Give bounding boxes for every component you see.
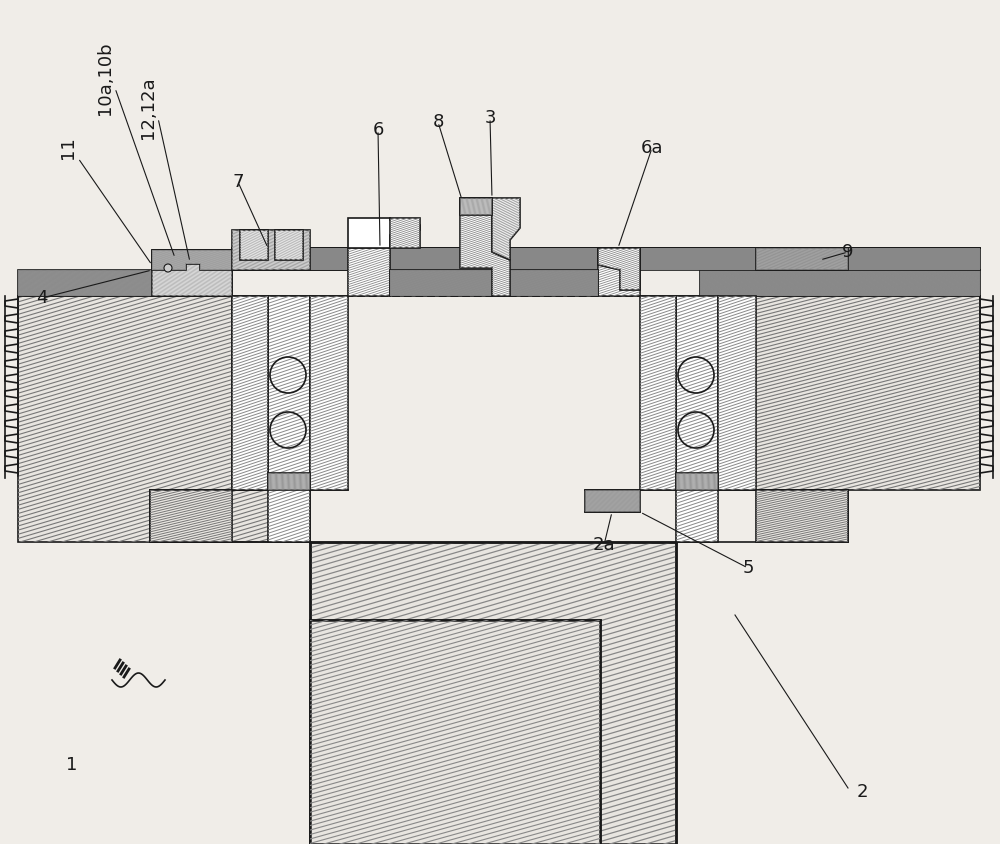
Polygon shape	[676, 296, 718, 542]
Polygon shape	[348, 248, 390, 296]
Polygon shape	[390, 270, 598, 296]
Polygon shape	[152, 250, 232, 296]
Polygon shape	[700, 270, 980, 296]
Text: 2: 2	[856, 783, 868, 801]
Polygon shape	[240, 230, 268, 260]
Polygon shape	[756, 490, 848, 542]
Polygon shape	[700, 296, 980, 490]
Text: 9: 9	[842, 243, 854, 261]
Polygon shape	[585, 490, 640, 512]
Polygon shape	[310, 542, 676, 844]
Polygon shape	[232, 296, 268, 490]
Polygon shape	[460, 198, 492, 215]
Circle shape	[164, 264, 172, 272]
Polygon shape	[598, 248, 640, 290]
Text: 8: 8	[432, 113, 444, 131]
Polygon shape	[390, 218, 420, 248]
Polygon shape	[232, 230, 310, 270]
Polygon shape	[718, 296, 756, 490]
Text: 7: 7	[232, 173, 244, 191]
Polygon shape	[18, 270, 232, 296]
Polygon shape	[348, 218, 420, 248]
Text: 10a,10b: 10a,10b	[96, 41, 114, 115]
Polygon shape	[598, 248, 640, 296]
Text: 6: 6	[372, 121, 384, 139]
Polygon shape	[676, 473, 718, 490]
Text: 4: 4	[36, 289, 48, 307]
Text: 6a: 6a	[641, 139, 663, 157]
Polygon shape	[150, 490, 232, 542]
Text: 11: 11	[59, 137, 77, 160]
Polygon shape	[756, 248, 848, 270]
Polygon shape	[268, 296, 310, 542]
Polygon shape	[310, 296, 348, 490]
Polygon shape	[18, 296, 310, 542]
Polygon shape	[268, 473, 310, 490]
Polygon shape	[310, 620, 600, 844]
Text: 1: 1	[66, 756, 78, 774]
Polygon shape	[640, 296, 676, 490]
Text: 3: 3	[484, 109, 496, 127]
Polygon shape	[460, 198, 510, 296]
Text: 2a: 2a	[593, 536, 615, 554]
Text: 12,12a: 12,12a	[139, 77, 157, 139]
Text: 5: 5	[742, 559, 754, 577]
Polygon shape	[275, 230, 303, 260]
Polygon shape	[492, 198, 520, 260]
Polygon shape	[232, 248, 980, 270]
Polygon shape	[152, 250, 232, 270]
